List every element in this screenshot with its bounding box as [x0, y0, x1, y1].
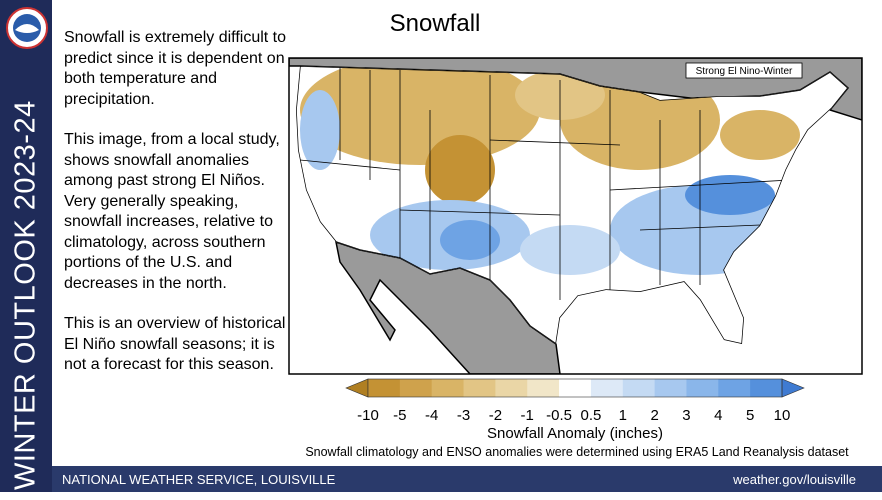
colorbar-segment — [590, 379, 624, 397]
slide-title: Snowfall — [389, 10, 481, 37]
colorbar-tick-label: 5 — [746, 407, 754, 424]
colorbar-segment — [622, 379, 656, 397]
footer: NATIONAL WEATHER SERVICE, LOUISVILLE wea… — [52, 466, 882, 492]
footer-right: weather.gov/louisville — [733, 472, 856, 487]
map: Strong El Nino-Winter — [289, 58, 862, 374]
body-text: Snowfall is extremely difficult to predi… — [64, 28, 292, 396]
colorbar-tick-label: -5 — [393, 407, 406, 424]
map-figure: Strong El Nino-Winter -10 -5 -4 -3 -2 -1 -0.5 0… — [288, 57, 863, 459]
colorbar-segment — [368, 379, 401, 397]
colorbar-tick-label: -2 — [489, 407, 502, 424]
colorbar-tick-label: -0.5 — [546, 407, 572, 424]
colorbar-tick-label: -1 — [521, 407, 534, 424]
paragraph: Snowfall is extremely difficult to predi… — [64, 29, 287, 108]
colorbar-tick-label: 10 — [774, 407, 791, 424]
colorbar-segment — [559, 379, 592, 397]
colorbar: -10 -5 -4 -3 -2 -1 -0.5 0.5 1 2 3 4 5 10 — [345, 378, 805, 424]
caption: Snowfall climatology and ENSO anomalies … — [305, 445, 849, 459]
colorbar-segment — [431, 379, 465, 397]
colorbar-segment — [718, 379, 751, 397]
colorbar-segment — [495, 379, 528, 397]
colorbar-segment — [399, 379, 433, 397]
colorbar-tick-label: -10 — [357, 407, 379, 424]
colorbar-frame — [367, 378, 783, 398]
colorbar-tick-label: -4 — [425, 407, 438, 424]
colorbar-arrow — [345, 378, 369, 398]
sidebar: WINTER OUTLOOK 2023-24 — [0, 0, 52, 492]
map-label: Strong El Nino-Winter — [696, 66, 793, 77]
colorbar-segment — [750, 379, 783, 397]
colorbar-tick-label: 4 — [714, 407, 722, 424]
colorbar-label: Snowfall Anomaly (inches) — [487, 425, 663, 442]
colorbar-tick-label: 0.5 — [580, 407, 601, 424]
colorbar-segment — [686, 379, 719, 397]
colorbar-segment — [463, 379, 496, 397]
nws-logo — [6, 7, 48, 49]
colorbar-tick-label: 1 — [619, 407, 627, 424]
footer-left: NATIONAL WEATHER SERVICE, LOUISVILLE — [62, 472, 336, 487]
colorbar-segment — [654, 379, 687, 397]
colorbar-tick-label: 3 — [682, 407, 690, 424]
colorbar-tick-label: -3 — [457, 407, 470, 424]
paragraph: This image, from a local study, shows sn… — [64, 131, 280, 292]
paragraph: This is an overview of historical El Niñ… — [64, 315, 286, 373]
colorbar-segment — [527, 379, 560, 397]
colorbar-arrow — [781, 378, 805, 398]
colorbar-tick-label: 2 — [650, 407, 658, 424]
